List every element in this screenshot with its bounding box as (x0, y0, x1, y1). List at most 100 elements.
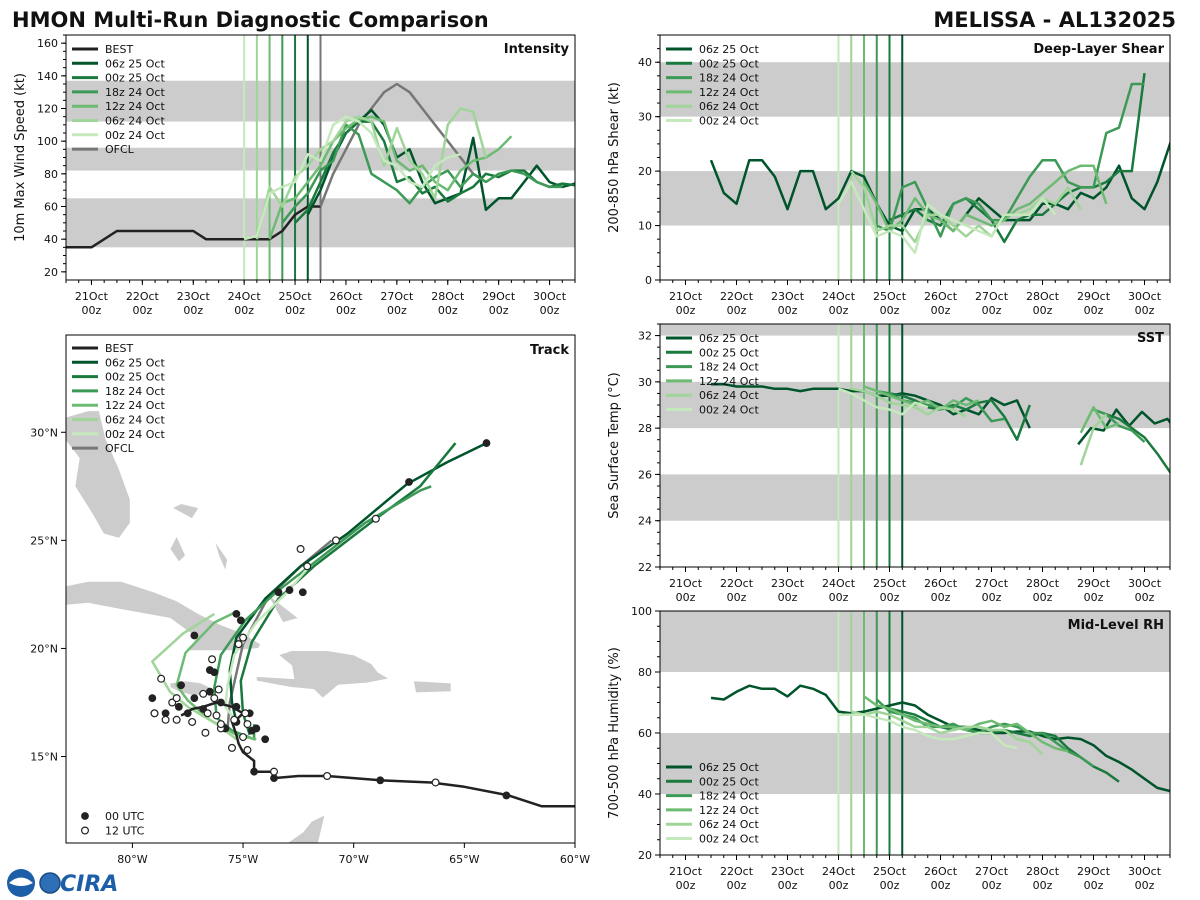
rh-legend-label: 00z 24 Oct (699, 833, 759, 846)
sst-legend-label: 12z 24 Oct (699, 375, 759, 388)
rh-xtick-label: 24Oct (822, 865, 856, 878)
intensity-xtick-label: 00z (234, 304, 254, 317)
intensity-legend-label: 00z 25 Oct (105, 72, 165, 85)
track-forecast-line (228, 441, 488, 723)
rh-xtick-label: 26Oct (924, 865, 958, 878)
shear-legend-label: 06z 24 Oct (699, 100, 759, 113)
sst-xtick-label: 26Oct (924, 577, 958, 590)
sst-ytick-label: 22 (638, 561, 652, 574)
track-marker-12utc (239, 633, 248, 642)
shear-xtick-label: 27Oct (975, 290, 1009, 303)
sst-series-line (863, 385, 980, 411)
intensity-ytick-label: 20 (44, 266, 58, 279)
florida-land (66, 410, 131, 539)
intensity-title: Intensity (504, 42, 570, 57)
sst-xtick-label: 00z (880, 591, 900, 604)
track-marker-12utc (157, 674, 166, 683)
track-legend-label: 00z 24 Oct (105, 428, 165, 441)
intensity-ytick-label: 160 (37, 37, 58, 50)
shear-xtick-label: 24Oct (822, 290, 856, 303)
track-marker-00utc (174, 702, 183, 711)
shear-xtick-label: 00z (982, 304, 1002, 317)
track-xtick-label: 80°W (117, 853, 147, 866)
track-marker-00utc (217, 698, 225, 707)
track-marker-00utc (161, 709, 170, 718)
track-marker-12utc (230, 715, 239, 724)
rh-legend-label: 00z 25 Oct (699, 775, 759, 788)
track-marker-00utc (298, 588, 307, 597)
track-marker-12utc (331, 536, 340, 545)
sst-series-line (1079, 413, 1108, 466)
figure-title-right: MELISSA - AL132025 (933, 8, 1176, 32)
shear-legend-label: 00z 25 Oct (699, 57, 759, 70)
track-marker-00utc (502, 791, 511, 800)
track-marker-00utc (210, 668, 219, 677)
intensity-xtick-label: 00z (438, 304, 458, 317)
sst-xtick-label: 24Oct (822, 577, 856, 590)
track-legend-label: 00z 25 Oct (105, 371, 165, 384)
track-marker-12utc (234, 640, 243, 649)
track-marker-12utc (172, 715, 181, 724)
shear-series-line (889, 72, 1146, 244)
intensity-legend-label: 00z 24 Oct (105, 129, 165, 142)
rh-legend-label: 18z 24 Oct (699, 790, 759, 803)
track-forecast-line (151, 612, 238, 741)
intensity-series-line (268, 115, 513, 240)
intensity-xtick-label: 30Oct (533, 290, 567, 303)
intensity-xtick-label: 22Oct (126, 290, 160, 303)
rh-xtick-label: 00z (676, 879, 696, 892)
rh-xtick-label: 00z (880, 879, 900, 892)
track-marker-00utc (482, 439, 491, 447)
sst-series-line (1079, 406, 1120, 434)
shear-legend-label: 18z 24 Oct (699, 72, 759, 85)
rh-xtick-label: 22Oct (720, 865, 754, 878)
track-marker-00utc (236, 616, 245, 625)
shear-xtick-label: 00z (1135, 304, 1155, 317)
sst-xtick-label: 21Oct (669, 577, 703, 590)
track-forecast-line (175, 610, 257, 741)
rh-xtick-label: 00z (829, 879, 849, 892)
cuba-land (66, 581, 262, 651)
cira-logo: CIRA (7, 869, 118, 897)
sst-xtick-label: 00z (1135, 591, 1155, 604)
shear-xtick-label: 00z (1084, 304, 1104, 317)
track-marker-12utc (150, 709, 159, 718)
bahamas-land (169, 535, 186, 563)
intensity-xtick-label: 25Oct (279, 290, 313, 303)
track-marker-12utc (227, 743, 236, 752)
shear-xtick-label: 22Oct (720, 290, 754, 303)
shear-ytick-label: 20 (638, 165, 652, 178)
track-legend-label: 06z 25 Oct (105, 356, 165, 369)
intensity-panel: 2040608010012014016021Oct00z22Oct00z23Oc… (13, 34, 576, 317)
track-legend-label: BEST (105, 342, 133, 355)
track-marker-12utc (243, 720, 252, 729)
intensity-xtick-label: 21Oct (75, 290, 109, 303)
sst-xtick-label: 00z (676, 591, 696, 604)
sst-legend-label: 00z 25 Oct (699, 346, 759, 359)
track-marker-12utc (208, 655, 217, 664)
track-marker-12utc (296, 545, 305, 554)
track-xtick-label: 75°W (228, 853, 258, 866)
track-forecast-line (213, 485, 432, 741)
track-marker-12utc (431, 778, 440, 787)
intensity-legend-label: 12z 24 Oct (105, 100, 165, 113)
track-marker-00utc (252, 724, 261, 733)
shear-xtick-label: 00z (931, 304, 951, 317)
sst-band (660, 474, 1170, 521)
track-map-group (66, 410, 575, 843)
bahamas-land (171, 503, 200, 520)
track-forecast-line (239, 442, 457, 736)
shear-legend-label: 12z 24 Oct (699, 86, 759, 99)
track-ytick-label: 30°N (30, 426, 58, 439)
rh-xtick-label: 25Oct (873, 865, 907, 878)
rh-xtick-label: 29Oct (1077, 865, 1111, 878)
track-xtick-label: 65°W (449, 853, 479, 866)
rh-ytick-label: 20 (638, 849, 652, 862)
cira-logo-text: CIRA (60, 872, 118, 897)
rh-xtick-label: 27Oct (975, 865, 1009, 878)
track-marker-00utc (376, 776, 385, 785)
sst-xtick-label: 22Oct (720, 577, 754, 590)
track-marker-00utc (183, 709, 192, 718)
track-marker-12utc (199, 689, 208, 698)
track-marker-12utc (203, 709, 212, 718)
